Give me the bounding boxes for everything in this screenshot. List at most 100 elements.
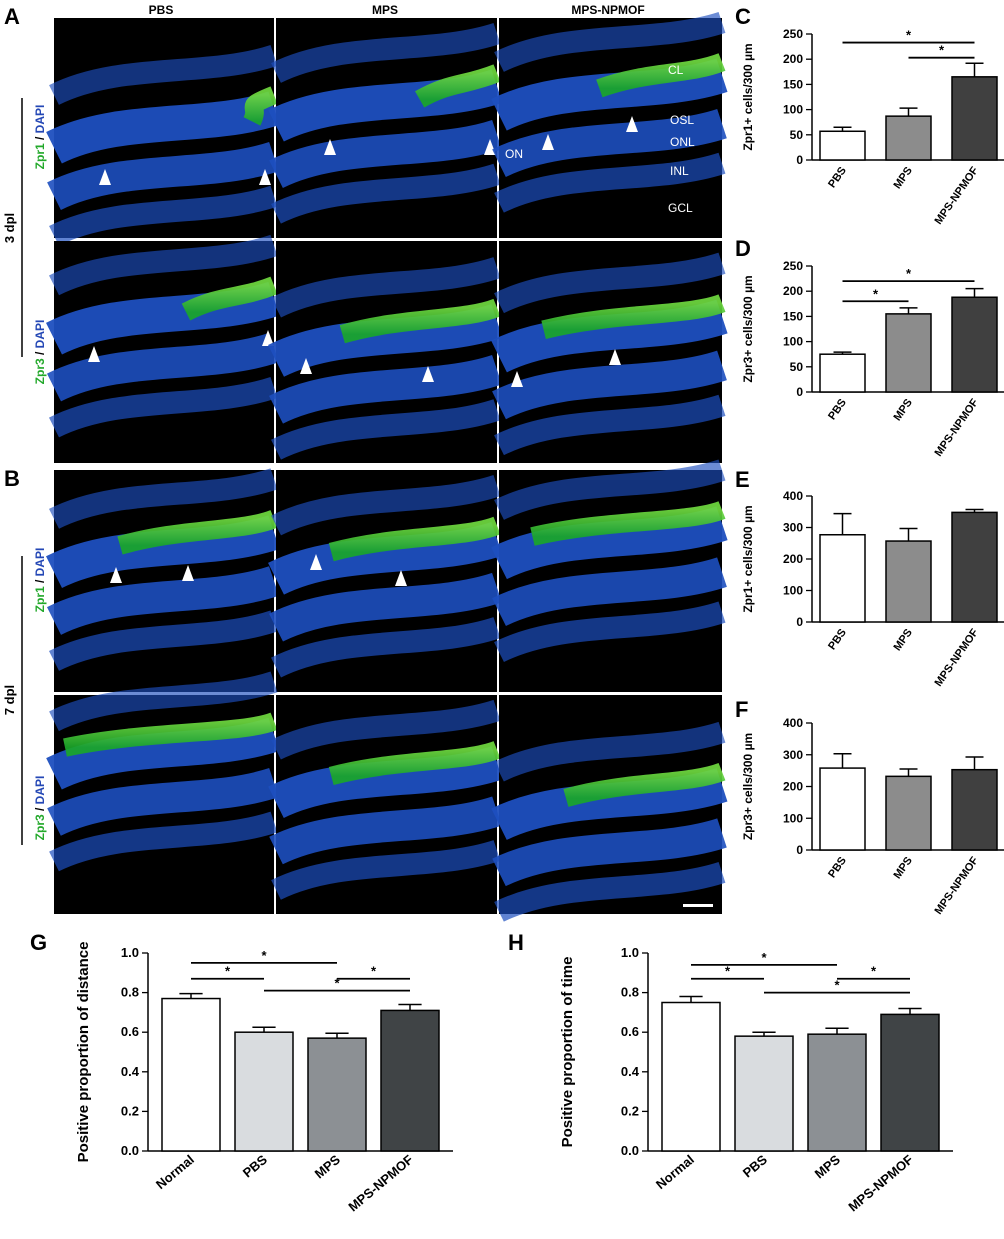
y-tick-label: 200: [783, 284, 803, 298]
micrograph-grid: [46, 11, 728, 922]
category-label: MPS-NPMOF: [345, 1152, 416, 1215]
tissue-layer: [271, 257, 501, 318]
zpr-signal: [243, 86, 278, 126]
tissue-layer: [49, 671, 278, 732]
tissue-layer: [494, 601, 726, 663]
y-tick-label: 1.0: [621, 945, 639, 960]
tissue-layer: [494, 721, 726, 782]
significance-star: *: [261, 948, 267, 963]
category-label: MPS: [891, 855, 915, 881]
layer-label-gcl: GCL: [668, 201, 693, 215]
category-label: MPS: [891, 397, 915, 423]
category-label: PBS: [240, 1152, 270, 1181]
column-title-mps-npmof: MPS-NPMOF: [571, 3, 644, 17]
y-tick-label: 200: [783, 52, 803, 66]
y-tick-label: 1.0: [121, 945, 139, 960]
panel-letter-h: H: [508, 930, 524, 955]
category-label: MPS-NPMOF: [933, 165, 982, 227]
tissue-layer: [46, 717, 280, 790]
bar: [951, 76, 998, 161]
tissue-layer: [49, 185, 278, 246]
row-label-3: Zpr1 / DAPI: [33, 548, 47, 613]
tissue-layer: [492, 557, 727, 627]
bar: [951, 296, 998, 393]
tissue-layer: [269, 572, 502, 642]
tissue-layer: [271, 22, 501, 83]
y-tick-label: 0.0: [121, 1143, 139, 1158]
row-label-1-stain: DAPI: [33, 105, 47, 134]
panel-letter-d: D: [735, 236, 751, 261]
category-label: PBS: [826, 627, 849, 652]
tissue-layer: [494, 394, 726, 456]
tissue-layer: [269, 796, 502, 865]
zpr-signal: [339, 298, 501, 344]
y-tick-label: 250: [783, 27, 803, 41]
scale-bar: [683, 904, 713, 907]
tissue-layer: [47, 141, 279, 211]
significance-star: *: [873, 286, 879, 301]
y-tick-label: 50: [790, 128, 804, 142]
tissue-layer: [47, 566, 279, 636]
bar: [234, 1031, 294, 1152]
chart-f: 0 100 200 300 400 Zpr3+ cells/300 µm PBS MPS MPS…: [741, 716, 1004, 917]
y-tick-label: 100: [783, 335, 803, 349]
tissue-layer: [491, 506, 728, 580]
tissue-layer: [49, 811, 278, 872]
tissue-layer: [494, 459, 726, 521]
panel-letter-g: G: [30, 930, 47, 955]
tissue-layer: [492, 350, 727, 420]
y-tick-label: 100: [783, 584, 803, 598]
arrowhead-icon: [88, 346, 100, 362]
row-label-4-marker: Zpr3: [33, 814, 47, 840]
y-axis-label: Zpr3+ cells/300 µm: [741, 275, 755, 382]
significance-star: *: [761, 950, 767, 965]
significance-star: *: [371, 964, 377, 979]
category-label: PBS: [826, 397, 849, 422]
row-label-3-sep: /: [33, 576, 47, 586]
chart-c: 0 50 100 150 200 250 Zpr1+ cells/300 µm PBS MPS M…: [741, 27, 1004, 227]
zpr-signal: [117, 509, 278, 555]
y-axis-label: Zpr1+ cells/300 µm: [741, 43, 755, 150]
y-tick-label: 0.2: [121, 1103, 139, 1118]
row-label-2-marker: Zpr3: [33, 358, 47, 384]
category-label: MPS: [891, 627, 915, 653]
y-tick-label: 300: [783, 748, 803, 762]
tissue-layer: [271, 163, 501, 224]
arrowhead-icon: [110, 567, 122, 583]
row-label-3-marker: Zpr1: [33, 586, 47, 612]
tissue-layer: [47, 332, 279, 402]
y-tick-label: 300: [783, 521, 803, 535]
arrowhead-icon: [542, 134, 554, 150]
tissue-layer: [49, 610, 278, 671]
row-label-4-sep: /: [33, 804, 47, 814]
layer-label-cl: CL: [668, 63, 684, 77]
zpr-signal: [530, 501, 726, 546]
y-tick-label: 0.6: [121, 1024, 139, 1039]
tissue-layer: [271, 699, 501, 760]
chart-e: 0 100 200 300 400 Zpr1+ cells/300 µm PBS MPS MPS…: [741, 489, 1004, 689]
zpr-signal: [63, 712, 278, 757]
tissue-layer: [494, 152, 726, 213]
arrowhead-icon: [259, 169, 271, 185]
tissue-layer: [268, 746, 503, 819]
row-label-3-stain: DAPI: [33, 548, 47, 577]
tissue-layer: [268, 303, 503, 377]
column-title-mps: MPS: [372, 3, 398, 17]
y-tick-label: 150: [783, 77, 803, 91]
y-tick-label: 150: [783, 309, 803, 323]
row-label-1: Zpr1 / DAPI: [33, 105, 47, 170]
zpr-signal: [328, 740, 501, 786]
panel-letter-c: C: [735, 4, 751, 29]
y-tick-label: 0.0: [621, 1143, 639, 1158]
row-label-1-marker: Zpr1: [33, 143, 47, 169]
row-label-4-stain: DAPI: [33, 776, 47, 805]
arrowhead-icon: [262, 330, 274, 346]
significance-star: *: [225, 964, 231, 979]
arrowhead-icon: [422, 366, 434, 382]
layer-label-osl: OSL: [670, 113, 694, 127]
arrowhead-icon: [324, 139, 336, 155]
tissue-layer: [271, 399, 501, 460]
chart-d: 0 50 100 150 200 250 Zpr3+ cells/300 µm PBS MPS M…: [741, 259, 1004, 459]
significance-star: *: [334, 976, 340, 991]
tissue-layer: [47, 767, 279, 836]
